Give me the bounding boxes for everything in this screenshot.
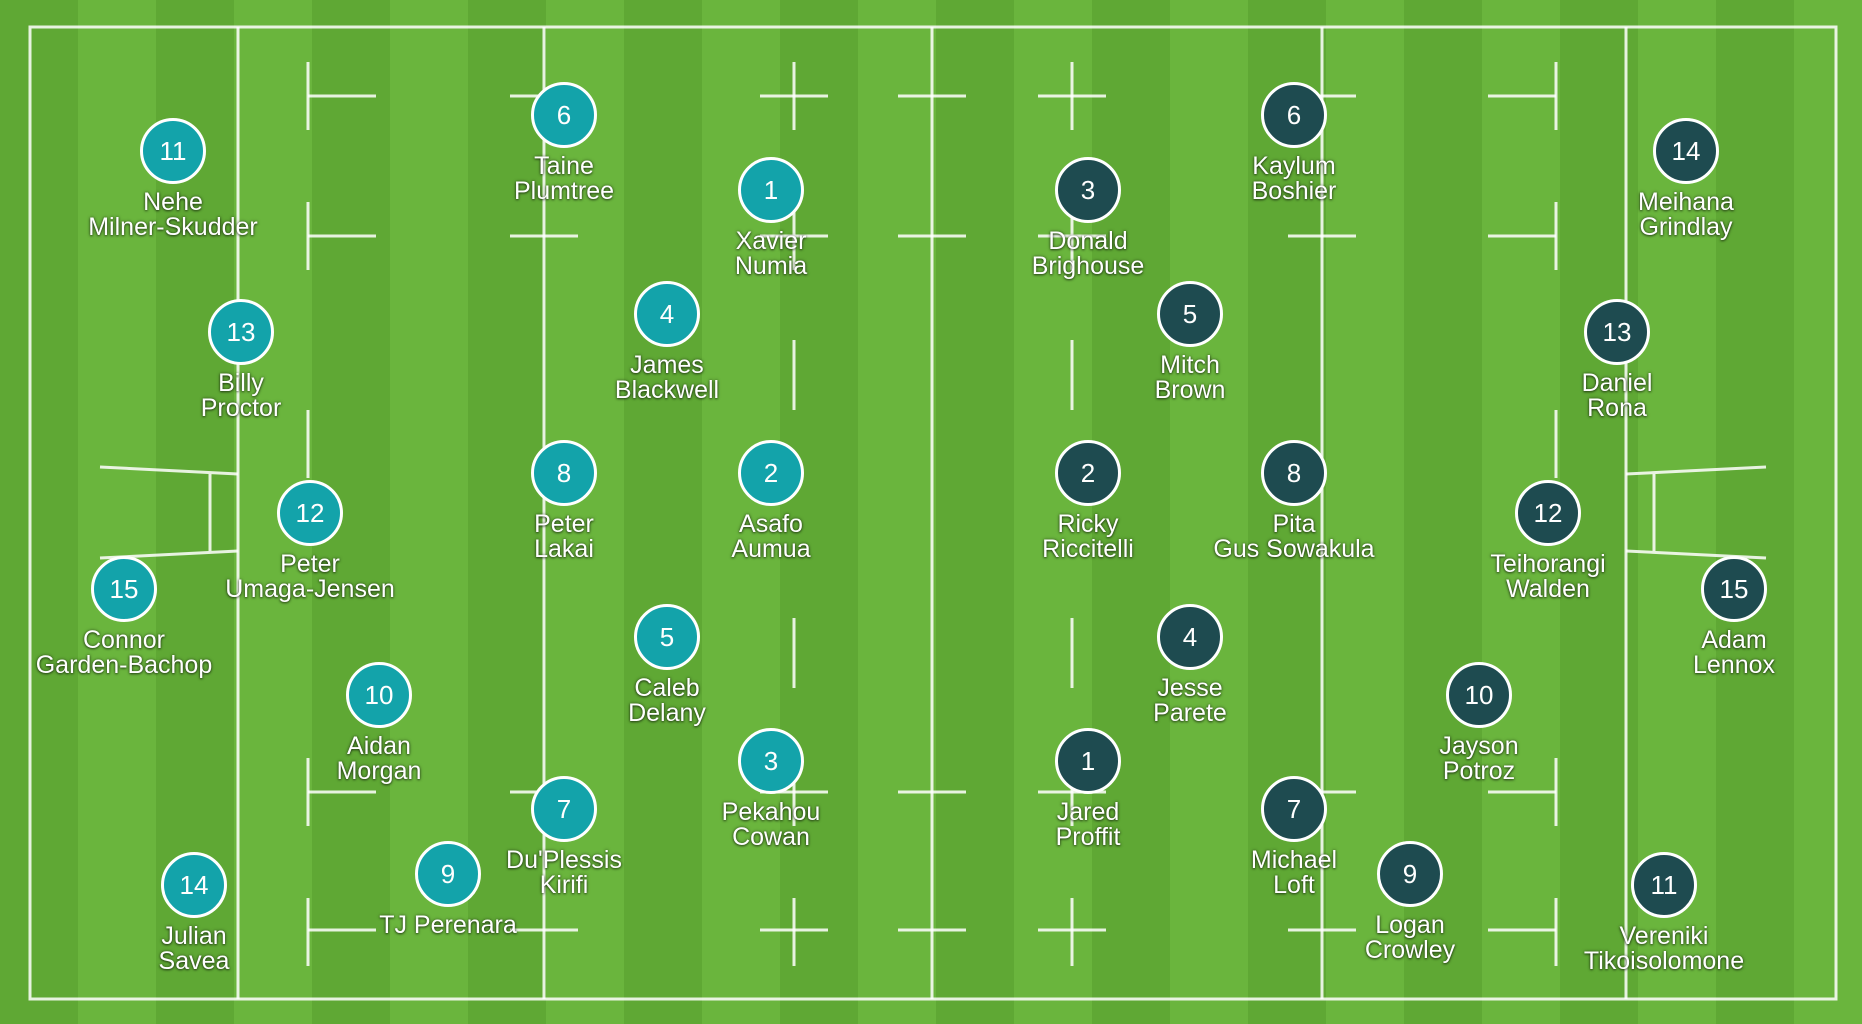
goal-posts-left xyxy=(99,465,239,560)
goal-posts-right xyxy=(1625,465,1767,560)
